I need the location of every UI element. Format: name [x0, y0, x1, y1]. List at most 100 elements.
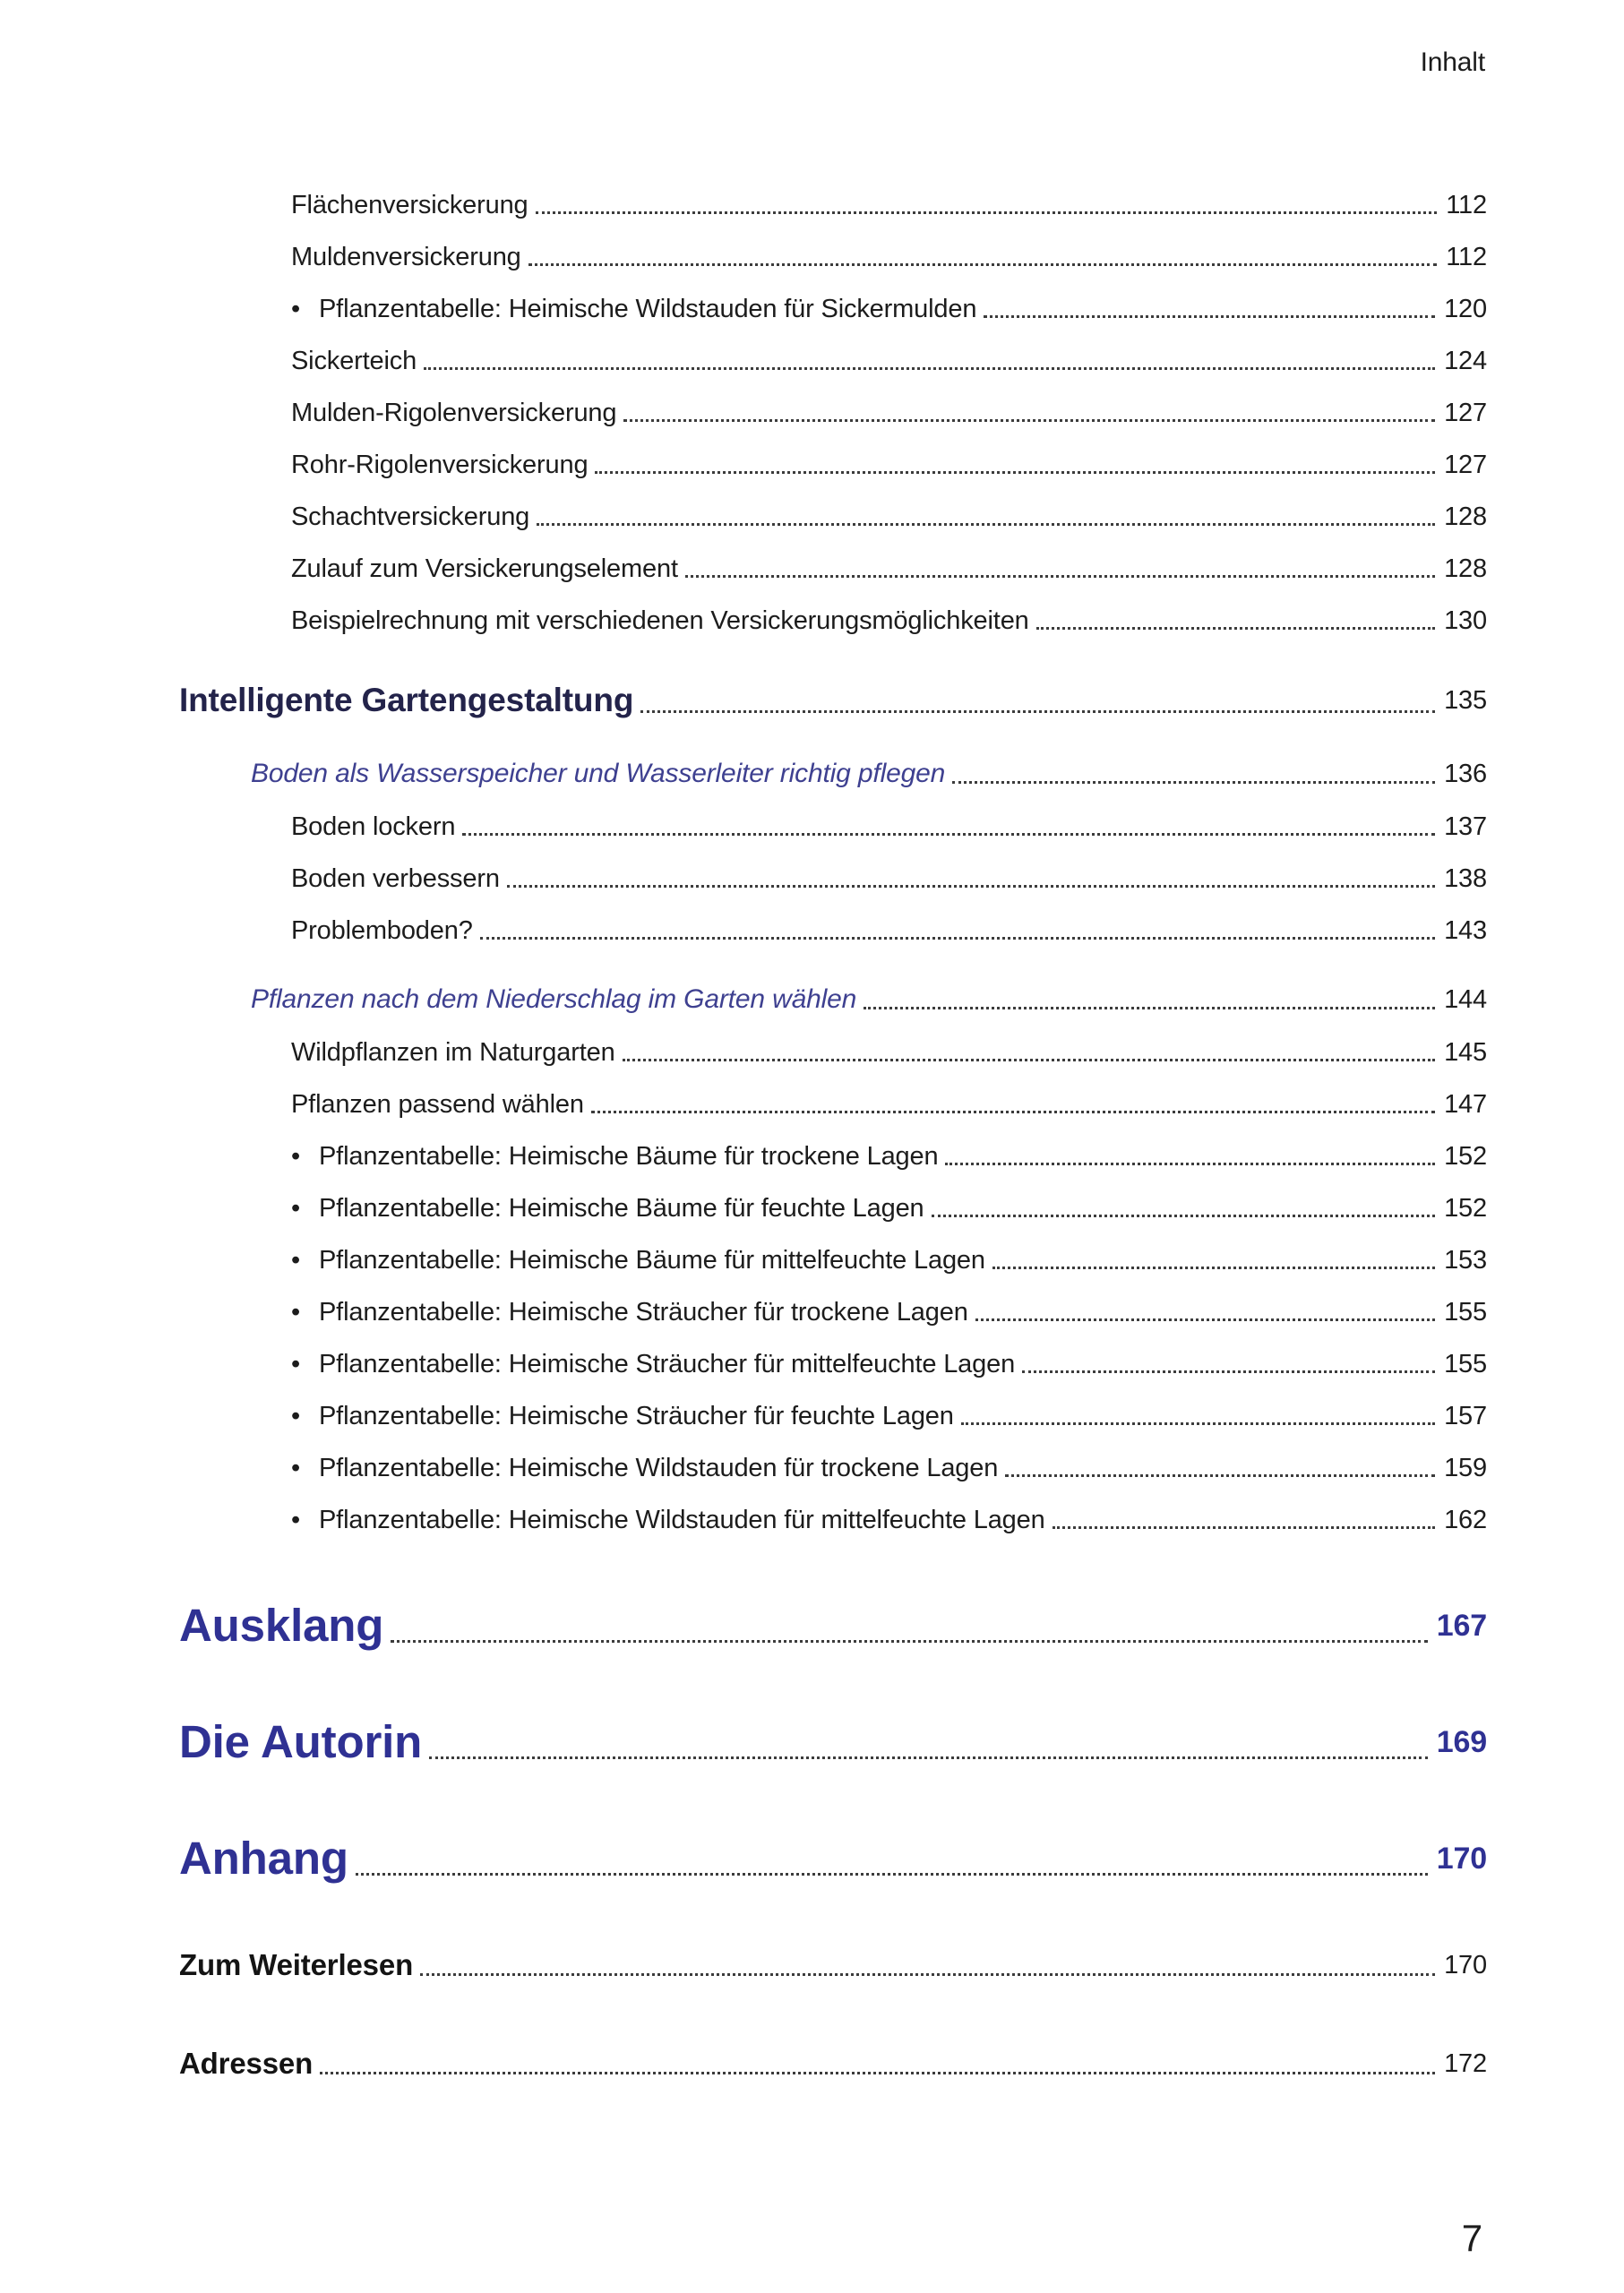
toc-entry-label: Pflanzentabelle: Heimische Wildstauden f… [319, 295, 977, 323]
toc-entry-page: 147 [1444, 1090, 1487, 1119]
toc-entry-page: 137 [1444, 812, 1487, 841]
toc-entry-label: Schachtversickerung [291, 502, 530, 531]
dotted-leader [537, 523, 1436, 526]
toc-entry: Die Autorin 169 [179, 1716, 1487, 1768]
toc-entry: • Pflanzentabelle: Heimische Sträucher f… [179, 1401, 1487, 1431]
toc-entry: Zum Weiterlesen 170 [179, 1947, 1487, 1983]
dotted-leader [984, 315, 1436, 318]
toc-entry-page: 128 [1444, 554, 1487, 583]
toc-entry-page: 170 [1444, 1951, 1487, 1980]
dotted-leader [684, 575, 1436, 578]
dotted-leader [992, 1267, 1436, 1269]
toc-entry-page: 112 [1446, 243, 1487, 271]
bullet-icon: • [291, 1298, 300, 1327]
bullet-icon: • [291, 295, 300, 323]
toc-entry-label: Rohr-Rigolenversickerung [291, 451, 589, 479]
toc-entry: Schachtversickerung 128 [179, 502, 1487, 532]
dotted-leader [590, 1111, 1436, 1113]
toc-entry-page: 124 [1444, 347, 1487, 375]
toc-entry-label: Pflanzentabelle: Heimische Wildstauden f… [319, 1454, 999, 1482]
bullet-icon: • [291, 1350, 300, 1378]
toc-entry-label: Pflanzen nach dem Niederschlag im Garten… [251, 984, 857, 1014]
bullet-icon: • [291, 1194, 300, 1223]
toc-entry: Sickerteich 124 [179, 346, 1487, 376]
toc-entry-label: Wildpflanzen im Naturgarten [291, 1038, 615, 1067]
toc-entry: • Pflanzentabelle: Heimische Bäume für m… [179, 1245, 1487, 1275]
toc-entry-label: Pflanzentabelle: Heimische Sträucher für… [319, 1350, 1016, 1378]
toc-entry-label: Intelligente Gartengestaltung [179, 682, 634, 718]
toc-entry-label: Pflanzentabelle: Heimische Bäume für feu… [319, 1194, 924, 1223]
toc-entry-label: Flächenversickerung [291, 191, 528, 219]
bullet-icon: • [291, 1402, 300, 1430]
toc-entry: Muldenversickerung 112 [179, 242, 1487, 272]
toc-entry-label: Problemboden? [291, 916, 473, 945]
toc-entry-page: 112 [1446, 191, 1487, 219]
toc-entry: • Pflanzentabelle: Heimische Sträucher f… [179, 1349, 1487, 1379]
toc-entry-page: 169 [1436, 1725, 1487, 1759]
toc-entry-page: 153 [1444, 1246, 1487, 1275]
dotted-leader [952, 781, 1436, 784]
page-header: Inhalt [1420, 47, 1486, 77]
toc-entry: • Pflanzentabelle: Heimische Wildstauden… [179, 1505, 1487, 1535]
toc-entry: Pflanzen passend wählen 147 [179, 1089, 1487, 1120]
toc-entry: Mulden-Rigolenversickerung 127 [179, 398, 1487, 428]
bullet-icon: • [291, 1142, 300, 1171]
dotted-leader [1022, 1370, 1436, 1373]
dotted-leader [864, 1007, 1436, 1009]
toc-entry-label: Pflanzentabelle: Heimische Sträucher für… [319, 1402, 954, 1430]
toc-entry-page: 172 [1444, 2049, 1487, 2078]
toc-entry-page: 120 [1444, 295, 1487, 323]
dotted-leader [622, 1059, 1436, 1061]
dotted-leader [975, 1318, 1436, 1321]
dotted-leader [945, 1163, 1436, 1165]
dotted-leader [595, 471, 1436, 474]
dotted-leader [960, 1422, 1436, 1425]
toc-entry-label: Beispielrechnung mit verschiedenen Versi… [291, 606, 1029, 635]
toc-entry-page: 128 [1444, 502, 1487, 531]
toc-entry-label: Zulauf zum Versickerungselement [291, 554, 678, 583]
dotted-leader [535, 211, 1438, 214]
toc-entry: • Pflanzentabelle: Heimische Wildstauden… [179, 294, 1487, 324]
toc-entry-page: 127 [1444, 399, 1487, 427]
dotted-leader [429, 1756, 1428, 1759]
toc-entry-label: Mulden-Rigolenversickerung [291, 399, 617, 427]
dotted-leader [1005, 1474, 1436, 1477]
toc-entry-label: Ausklang [179, 1600, 384, 1651]
toc-entry: Anhang 170 [179, 1833, 1487, 1885]
toc-entry-page: 162 [1444, 1506, 1487, 1534]
dotted-leader [623, 419, 1436, 422]
toc-entry-page: 135 [1444, 686, 1487, 715]
bullet-icon: • [291, 1246, 300, 1275]
toc-entry: Boden als Wasserspeicher und Wasserleite… [179, 758, 1487, 790]
toc-entry: • Pflanzentabelle: Heimische Sträucher f… [179, 1297, 1487, 1327]
bullet-icon: • [291, 1506, 300, 1534]
toc-entry-page: 157 [1444, 1402, 1487, 1430]
dotted-leader [320, 2072, 1436, 2074]
toc-entry: Wildpflanzen im Naturgarten 145 [179, 1037, 1487, 1068]
toc-entry: Boden verbessern 138 [179, 863, 1487, 894]
toc-entry: Rohr-Rigolenversickerung 127 [179, 450, 1487, 480]
dotted-leader [1052, 1526, 1436, 1529]
dotted-leader [640, 710, 1436, 713]
toc-entry-label: Boden lockern [291, 812, 456, 841]
toc-entry-label: Sickerteich [291, 347, 417, 375]
toc-entry-label: Anhang [179, 1833, 348, 1884]
footer-page-number: 7 [1461, 2217, 1482, 2259]
dotted-leader [528, 263, 1438, 266]
toc-entry-label: Muldenversickerung [291, 243, 521, 271]
toc-list: Flächenversickerung 112 Muldenversickeru… [179, 190, 1487, 2082]
toc-entry: Adressen 172 [179, 2046, 1487, 2082]
toc-entry: Problemboden? 143 [179, 915, 1487, 946]
toc-entry-label: Pflanzentabelle: Heimische Sträucher für… [319, 1298, 968, 1327]
toc-entry-label: Zum Weiterlesen [179, 1948, 414, 1981]
toc-entry: Flächenversickerung 112 [179, 190, 1487, 220]
dotted-leader [1035, 627, 1436, 630]
dotted-leader [391, 1640, 1428, 1643]
dotted-leader [420, 1973, 1436, 1976]
toc-entry-page: 152 [1444, 1142, 1487, 1171]
toc-entry-page: 138 [1444, 864, 1487, 893]
toc-entry: Intelligente Gartengestaltung 135 [179, 681, 1487, 720]
toc-entry-label: Pflanzentabelle: Heimische Bäume für mit… [319, 1246, 985, 1275]
toc-entry: Boden lockern 137 [179, 812, 1487, 842]
dotted-leader [424, 367, 1436, 370]
